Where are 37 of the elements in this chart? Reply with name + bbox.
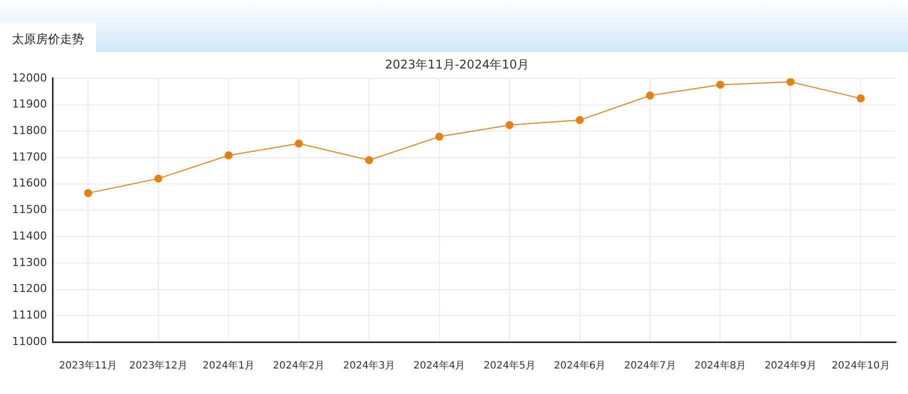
x-tick-label: 2024年3月 bbox=[343, 360, 395, 372]
y-tick-label: 11500 bbox=[12, 203, 47, 216]
point bbox=[576, 116, 584, 124]
point bbox=[506, 121, 514, 130]
x-tick-label: 2023年11月 bbox=[59, 360, 118, 372]
point bbox=[786, 78, 794, 86]
y-tick-label: 11000 bbox=[12, 334, 47, 348]
x-tick-label: 2024年9月 bbox=[764, 360, 816, 372]
y-tick-label: 11300 bbox=[12, 256, 47, 269]
chart-title: 太原房价走势 bbox=[0, 22, 96, 52]
x-tick-label: 2023年12月 bbox=[129, 360, 188, 372]
x-tick-label: 2024年5月 bbox=[484, 360, 536, 372]
point bbox=[294, 140, 303, 148]
x-tick-label: 2024年4月 bbox=[413, 360, 466, 372]
y-tick-label: 11600 bbox=[12, 176, 47, 190]
x-tick-label: 2024年8月 bbox=[694, 360, 746, 372]
chart-subtitle: 2023年11月-2024年10月 bbox=[385, 57, 529, 72]
point bbox=[154, 174, 162, 183]
y-tick-label: 11200 bbox=[12, 282, 47, 296]
point bbox=[856, 94, 865, 102]
y-tick-label: 11100 bbox=[12, 308, 47, 322]
y-tick-label: 12000 bbox=[12, 71, 47, 84]
point bbox=[84, 189, 92, 198]
y-tick-label: 11800 bbox=[12, 124, 47, 137]
y-tick-label: 11400 bbox=[12, 229, 47, 242]
point bbox=[646, 92, 654, 100]
point bbox=[435, 132, 444, 141]
x-tick-label: 2024年6月 bbox=[554, 360, 606, 372]
point bbox=[224, 151, 233, 160]
x-tick-label: 2024年10月 bbox=[832, 360, 890, 372]
y-tick-label: 11900 bbox=[12, 98, 47, 111]
x-tick-label: 2024年7月 bbox=[624, 360, 676, 372]
point bbox=[716, 80, 724, 89]
y-tick-label: 11700 bbox=[12, 150, 47, 164]
point bbox=[365, 156, 374, 164]
x-tick-label: 2024年1月 bbox=[202, 360, 254, 372]
x-tick-label: 2024年2月 bbox=[272, 360, 325, 372]
